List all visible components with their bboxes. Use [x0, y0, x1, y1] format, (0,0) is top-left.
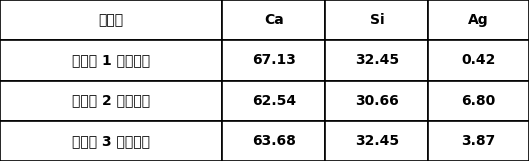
Bar — [325, 121, 428, 161]
Text: 实施例 1 所得样品: 实施例 1 所得样品 — [72, 53, 150, 67]
Bar — [0, 0, 222, 40]
Bar — [325, 0, 428, 40]
Text: Si: Si — [370, 13, 384, 27]
Text: 30.66: 30.66 — [355, 94, 399, 108]
Text: 32.45: 32.45 — [355, 53, 399, 67]
Text: 67.13: 67.13 — [252, 53, 296, 67]
Text: 63.68: 63.68 — [252, 134, 296, 148]
Text: 实施例 3 所得样品: 实施例 3 所得样品 — [72, 134, 150, 148]
Bar — [222, 80, 325, 121]
Text: 62.54: 62.54 — [252, 94, 296, 108]
Bar — [0, 121, 222, 161]
Text: Ag: Ag — [469, 13, 489, 27]
Text: 0.42: 0.42 — [462, 53, 496, 67]
Text: 3.87: 3.87 — [462, 134, 496, 148]
Bar — [0, 80, 222, 121]
Bar — [428, 80, 529, 121]
Bar — [0, 40, 222, 80]
Text: 6.80: 6.80 — [462, 94, 496, 108]
Bar — [222, 40, 325, 80]
Text: Ca: Ca — [264, 13, 284, 27]
Bar — [428, 121, 529, 161]
Text: 实施例 2 所得样品: 实施例 2 所得样品 — [72, 94, 150, 108]
Bar — [222, 0, 325, 40]
Bar — [325, 40, 428, 80]
Bar — [325, 80, 428, 121]
Text: 32.45: 32.45 — [355, 134, 399, 148]
Bar — [222, 121, 325, 161]
Bar — [428, 0, 529, 40]
Bar — [428, 40, 529, 80]
Text: 原子比: 原子比 — [98, 13, 124, 27]
